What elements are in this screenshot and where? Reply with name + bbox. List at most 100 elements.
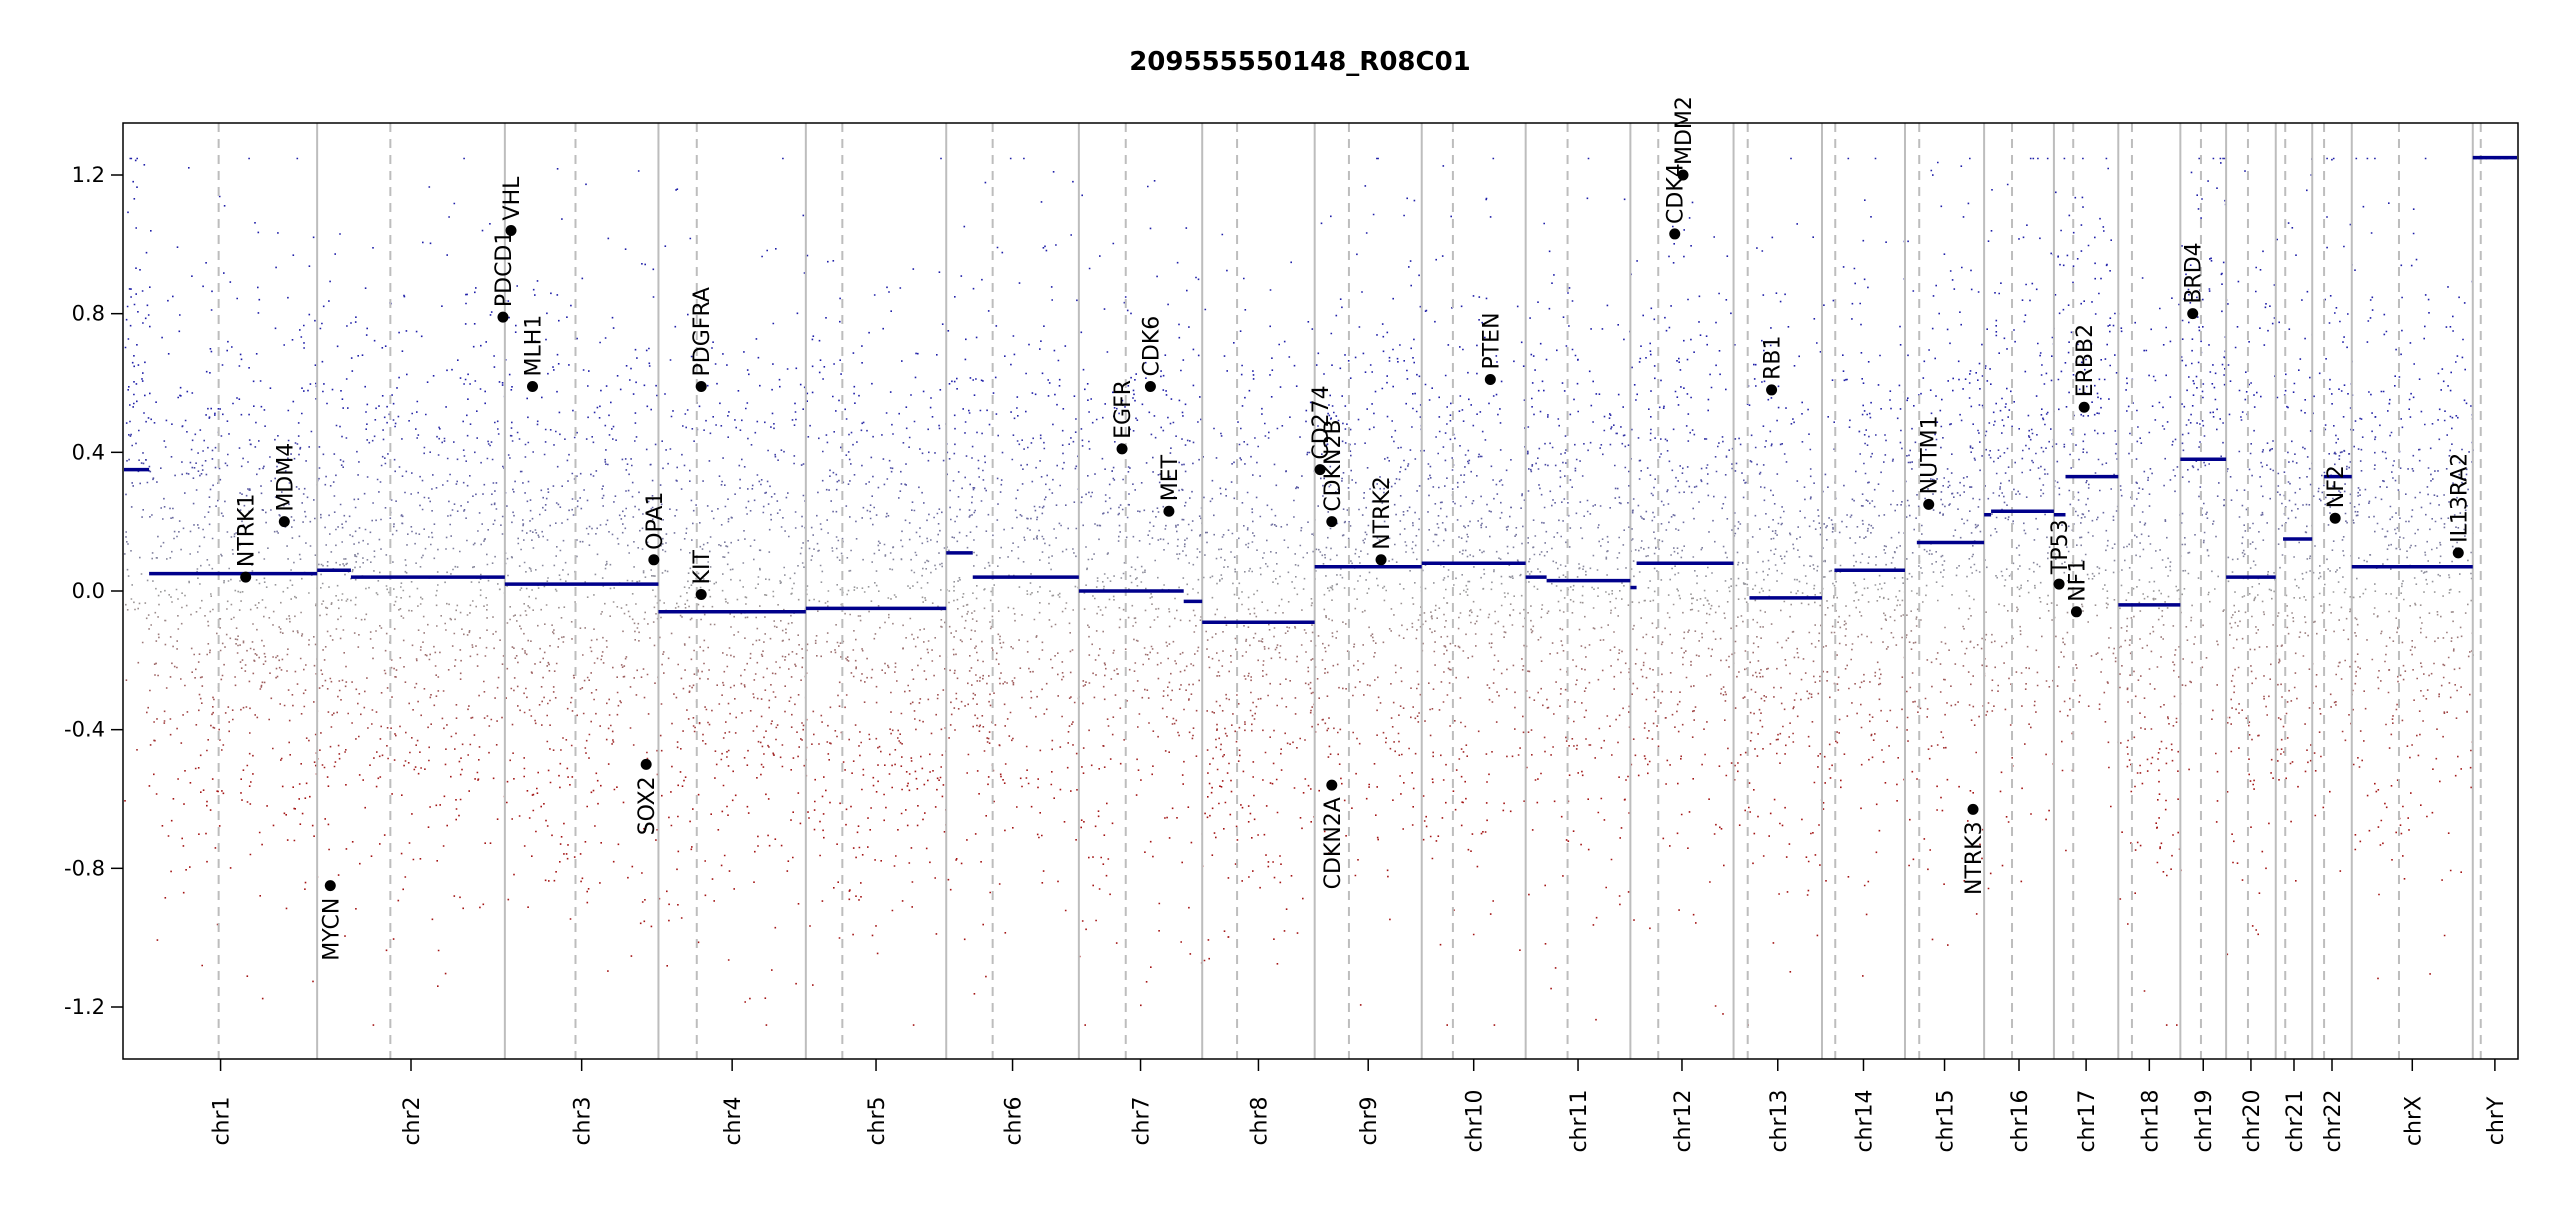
gene-label: NTRK2 (1370, 476, 1395, 550)
probe-point-cloud (169, 733, 2421, 737)
x-tick-label: chr6 (1002, 1096, 1027, 1145)
probe-point-cloud (149, 743, 2413, 747)
probe-point-cloud (241, 520, 2437, 524)
gene-point (505, 224, 517, 236)
gene-label: MDM4 (273, 443, 298, 512)
gene-label: PTEN (1479, 312, 1504, 369)
probe-point-cloud (233, 533, 2196, 536)
probe-point-cloud (150, 418, 2446, 422)
gene-label: SOX2 (635, 776, 660, 835)
probe-point-cloud (444, 621, 2423, 625)
probe-point-cloud (280, 756, 2438, 760)
probe-point-cloud (197, 452, 2351, 456)
x-tick-label: chr12 (1671, 1089, 1696, 1152)
probe-point-cloud (151, 551, 2472, 555)
probe-point-cloud (145, 420, 2169, 423)
gene-point (240, 571, 252, 583)
gene-label: PDGFRA (690, 287, 715, 376)
x-tick-label: chr7 (1130, 1096, 1155, 1145)
probe-point-cloud (130, 597, 2405, 601)
probe-point-cloud (201, 685, 2462, 688)
probe-point-cloud (217, 498, 2322, 502)
probe-point-cloud (129, 435, 2377, 439)
probe-point-cloud (194, 766, 2472, 770)
gene-point (695, 588, 707, 600)
probe-point-cloud (141, 516, 2394, 519)
probe-point-cloud (256, 716, 2458, 720)
probe-point-cloud (212, 483, 2346, 487)
x-tick-label: chr4 (721, 1096, 746, 1145)
probe-point-cloud (131, 584, 1877, 586)
probe-point-cloud (679, 770, 2219, 773)
probe-point-cloud (128, 458, 2421, 462)
probe-point-cloud (209, 649, 2473, 653)
probe-point-cloud (437, 453, 2451, 457)
probe-point-cloud (124, 157, 2514, 403)
probe-point-cloud (195, 667, 2456, 671)
probe-point-cloud (258, 656, 2450, 660)
probe-point-cloud (171, 423, 2434, 426)
y-tick-label: -0.4 (64, 718, 105, 742)
y-tick-label: 0.0 (72, 579, 105, 603)
probe-point-cloud (253, 404, 2472, 408)
probe-point-cloud (163, 497, 2383, 501)
probe-point-cloud (208, 495, 2458, 499)
chromosome-boundaries (217, 123, 2482, 1059)
probe-point-cloud (213, 697, 2428, 701)
gene-point (1669, 228, 1681, 240)
x-tick-label: chr17 (2075, 1089, 2100, 1152)
probe-point-cloud (329, 745, 2409, 749)
probe-point-cloud (218, 617, 2358, 621)
gene-label: CD274 (1309, 385, 1334, 459)
probe-point-cloud (143, 412, 2373, 416)
gene-point (1923, 498, 1935, 510)
probe-point-cloud (208, 522, 2467, 526)
probe-point-cloud (948, 601, 1640, 604)
x-tick-label: chr14 (1852, 1089, 1877, 1152)
probe-point-cloud (380, 690, 2390, 694)
probe-point-cloud (198, 693, 2471, 697)
probe-point-cloud (155, 557, 2360, 560)
probe-point-cloud (135, 441, 2474, 445)
probe-point-cloud (147, 706, 2311, 710)
probe-point-cloud (296, 629, 2345, 632)
probe-point-cloud (195, 723, 2387, 727)
x-tick-label: chr1 (210, 1096, 235, 1145)
probe-point-cloud (155, 587, 2367, 591)
probe-point-cloud (165, 686, 2380, 690)
probe-point-cloud (239, 543, 2442, 547)
probe-point-cloud (313, 664, 2405, 667)
probe-point-cloud (174, 474, 2332, 477)
gene-point (324, 880, 336, 892)
probe-point-cloud (365, 427, 2453, 431)
probe-point-cloud (201, 598, 2473, 602)
gene-label: VHL (500, 176, 525, 221)
probe-point-cloud (131, 444, 2356, 448)
probe-point-cloud (194, 676, 2445, 680)
gene-point (2329, 512, 2341, 524)
gene-label: MYCN (319, 898, 344, 961)
y-tick-label: 1.2 (72, 163, 105, 187)
probe-point-cloud (130, 550, 2462, 553)
probe-point-cloud (216, 632, 2474, 635)
probe-point-cloud (263, 409, 2446, 412)
probe-point-cloud (211, 712, 2446, 716)
y-tick-label: 0.8 (72, 302, 105, 326)
probe-point-cloud (241, 659, 2347, 663)
probe-point-cloud (228, 729, 2362, 733)
x-tick-label: chr18 (2138, 1089, 2163, 1152)
probe-point-cloud (281, 657, 2374, 661)
probe-point-cloud (136, 748, 2308, 751)
probe-point-cloud (302, 692, 2441, 695)
x-tick-label: chrX (2401, 1096, 2426, 1146)
gene-point (527, 380, 539, 392)
gene-point (1326, 779, 1338, 791)
probe-point-cloud (1178, 461, 1912, 464)
probe-point-cloud (140, 461, 2461, 465)
gene-point (2187, 308, 2199, 320)
x-tick-label: chr20 (2240, 1089, 2265, 1152)
probe-point-cloud (358, 773, 2457, 777)
probe-point-cloud (129, 402, 2391, 406)
gene-label: MLH1 (522, 315, 547, 377)
